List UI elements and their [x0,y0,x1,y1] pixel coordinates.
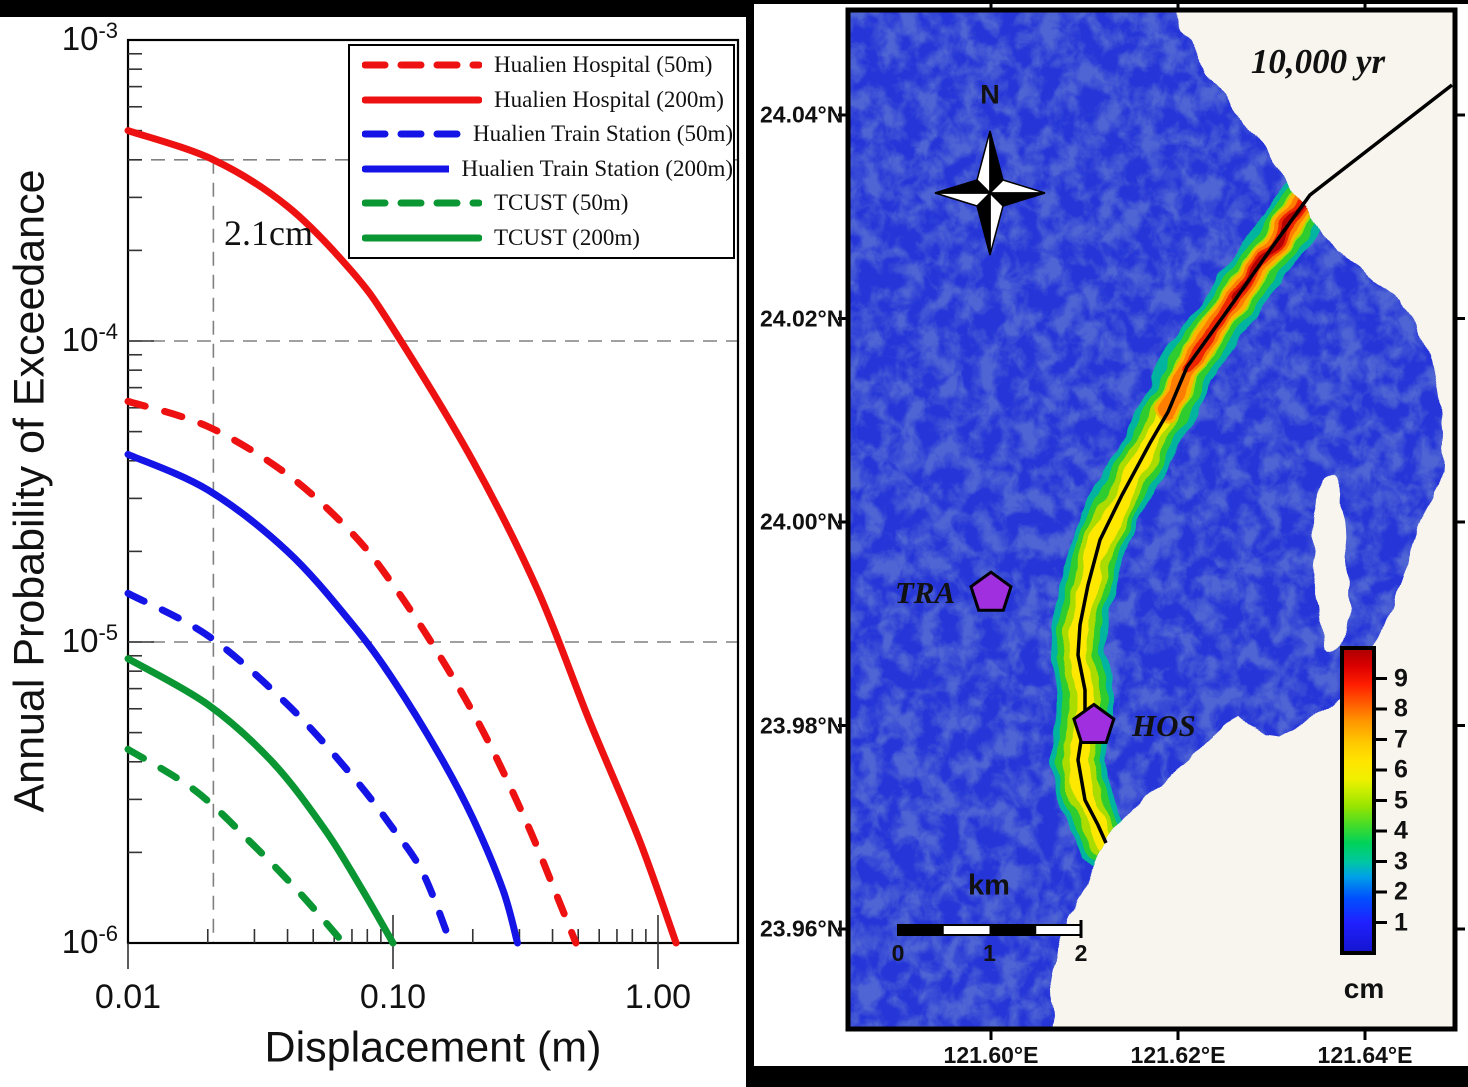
fault-trace-line [1076,83,1454,844]
series-curve-4 [124,745,347,947]
compass-rose-icon [934,130,1046,256]
map-scale-bar [897,920,1083,938]
legend-item-5: TCUST (200m) [350,225,733,251]
x-tick-label: 0.10 [359,978,427,1016]
legend-label: Hualien Hospital (50m) [494,52,713,78]
y-tick-label: 10-5 [61,620,118,659]
latitude-label: 24.04°N [760,101,844,128]
longitude-label: 121.64°E [1317,1042,1413,1068]
colorbar [1340,646,1387,955]
bottom-border-bar [746,1066,1468,1087]
colorbar-tick-label: 4 [1394,816,1408,845]
legend-item-0: Hualien Hospital (50m) [350,52,733,78]
site-label-HOS: HOS [1131,707,1196,743]
y-tick-label: 10-4 [61,319,118,358]
legend-item-3: Hualien Train Station (200m) [350,156,733,182]
scalebar-tick-label: 1 [983,940,996,966]
colorbar-tick-label: 6 [1394,755,1408,784]
displacement-annotation: 2.1cm [224,213,313,253]
legend-item-2: Hualien Train Station (50m) [350,121,733,147]
legend-line-swatch [362,96,482,104]
legend-label: TCUST (200m) [494,224,640,250]
hazard-map-panel: 10,000 yr N km cm 1 2 3 4 5 6 7 8 9 24.04°N 24.02°… [760,0,1468,1087]
panel-separator-bar [746,0,754,1087]
legend-item-4: TCUST (50m) [350,190,733,216]
site-label-TRA: TRA [894,575,956,611]
legend-line-swatch [362,130,461,138]
x-axis-title: Displacement (m) [264,1023,602,1072]
hazard-map [838,0,1465,1040]
longitude-label: 121.60°E [943,1042,1039,1068]
colorbar-tick-label: 9 [1394,664,1408,692]
series-curve-3 [124,450,521,947]
top-left-border-bar [0,0,754,17]
series-curve-5 [124,655,397,947]
site-marker-TRA [969,570,1013,612]
legend-label: Hualien Train Station (50m) [472,121,733,147]
colorbar-unit-label: cm [1343,973,1385,1004]
legend-line-swatch [362,234,482,242]
legend-label: TCUST (50m) [494,190,629,216]
scalebar-tick-label: 2 [1074,940,1088,966]
legend-label: Hualien Hospital (200m) [494,86,724,112]
legend-label: Hualien Train Station (200m) [461,155,733,181]
hazard-curve-plot [124,38,740,969]
site-markers [969,570,1116,744]
colorbar-tick-label: 5 [1394,786,1408,814]
series-curve-2 [124,589,455,947]
x-tick-label: 1.00 [624,978,692,1016]
latitude-label: 24.00°N [760,508,844,535]
scalebar-unit-label: km [968,869,1010,902]
y-tick-label: 10-6 [61,921,118,960]
legend-item-1: Hualien Hospital (200m) [350,87,733,113]
series-curve-0 [124,397,580,947]
map-frame [845,7,1458,1032]
latitude-label: 24.02°N [760,305,844,331]
legend-line-swatch [362,61,482,69]
colorbar-tick-label: 7 [1394,725,1408,753]
hazard-curve-chart-panel: Annual Probability of Exceedance Displac… [5,18,740,1072]
longitude-label: 121.62°E [1130,1042,1226,1068]
colorbar-tick-label: 2 [1394,877,1408,906]
latitude-label: 23.96°N [760,915,844,942]
site-marker-HOS [1072,702,1116,744]
latitude-label: 23.98°N [760,712,844,738]
guide-lines [128,158,738,943]
x-tick-label: 0.01 [94,978,162,1016]
coastal-lagoon [1310,475,1351,651]
series-curve-1 [124,127,680,947]
colorbar-tick-label: 3 [1394,847,1408,875]
plot-box [126,38,740,945]
top-right-border-bar [754,0,1468,4]
legend-line-swatch [362,165,450,173]
scalebar-tick-label: 0 [891,940,905,966]
colorbar-tick-label: 8 [1394,694,1408,723]
y-axis-title: Annual Probability of Exceedance [5,169,54,813]
colorbar-tick-label: 1 [1394,908,1408,936]
compass-north-label: N [980,79,1000,110]
chart-legend: Hualien Hospital (50m) Hualien Hospital (… [348,44,735,259]
return-period-title: 10,000 yr [1250,42,1386,81]
y-tick-label: 10-3 [61,18,118,57]
legend-line-swatch [362,199,482,207]
